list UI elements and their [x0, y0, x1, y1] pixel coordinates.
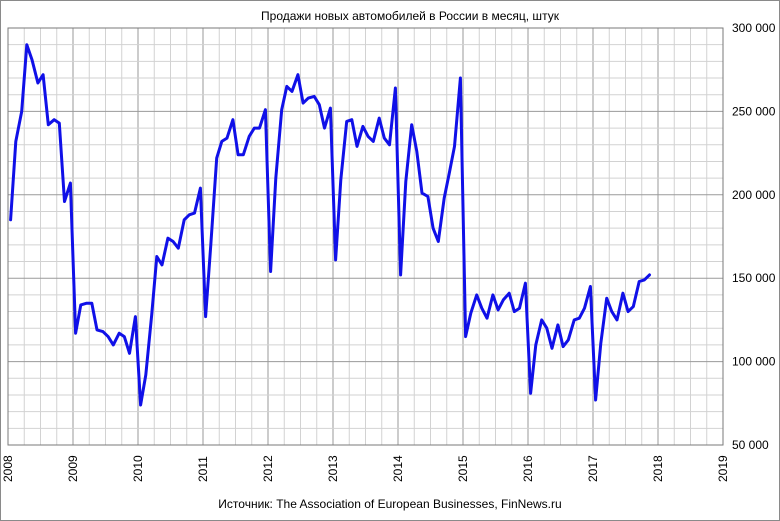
- x-tick-label: 2010: [131, 455, 145, 482]
- x-tick-label: 2015: [456, 455, 470, 482]
- x-tick-label: 2017: [586, 455, 600, 482]
- y-axis-tick-labels: 50 000 100 000 150 000 200 000 250 000 300 00…: [732, 21, 776, 452]
- x-axis-tick-labels: 2008 2009 2010 2011 2012 2013 2014 2015 2016 2017…: [1, 455, 730, 482]
- plot-area-border: [7, 27, 724, 446]
- x-tick-label: 2012: [261, 455, 275, 482]
- series-line-sales: [9, 43, 651, 407]
- gridlines: [8, 28, 723, 445]
- x-tick-label: 2018: [651, 455, 665, 482]
- x-tick-label: 2008: [1, 455, 15, 482]
- source-note: Источник: The Association of European Bu…: [218, 497, 561, 511]
- y-tick-label: 50 000: [732, 438, 769, 452]
- y-tick-label: 250 000: [732, 104, 776, 118]
- x-tick-label: 2013: [326, 455, 340, 482]
- x-tick-label: 2019: [716, 455, 730, 482]
- y-tick-label: 100 000: [732, 355, 776, 369]
- y-tick-label: 200 000: [732, 188, 776, 202]
- chart-title: Продажи новых автомобилей в России в мес…: [261, 9, 560, 23]
- x-tick-label: 2014: [391, 455, 405, 482]
- y-tick-label: 300 000: [732, 21, 776, 35]
- x-tick-label: 2011: [196, 456, 210, 482]
- x-tick-label: 2009: [66, 455, 80, 482]
- x-tick-label: 2016: [521, 455, 535, 482]
- y-tick-label: 150 000: [732, 271, 776, 285]
